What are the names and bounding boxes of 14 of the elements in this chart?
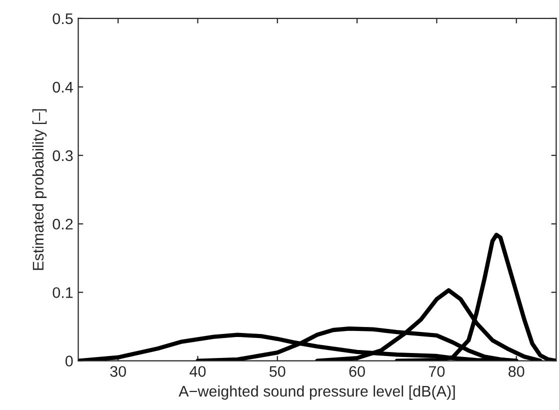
x-tick-label: 80 — [508, 366, 524, 377]
x-tick-label: 60 — [349, 366, 365, 377]
y-tick-label: 0.5 — [52, 13, 73, 24]
x-axis-title: A−weighted sound pressure level [dB(A)] — [178, 385, 455, 400]
x-tick-label: 70 — [429, 366, 445, 377]
y-axis-title: Estimated probability [–] — [32, 109, 47, 270]
y-tick-label: 0.3 — [52, 150, 73, 162]
x-tick-label: 50 — [270, 366, 286, 377]
y-tick-label: 0.4 — [52, 82, 73, 93]
y-tick-label: 0 — [66, 356, 73, 366]
x-tick-label: 40 — [190, 366, 206, 377]
x-tick-label: 30 — [110, 366, 126, 377]
y-tick-label: 0.1 — [52, 287, 73, 298]
y-tick-label: 0.2 — [52, 218, 73, 230]
